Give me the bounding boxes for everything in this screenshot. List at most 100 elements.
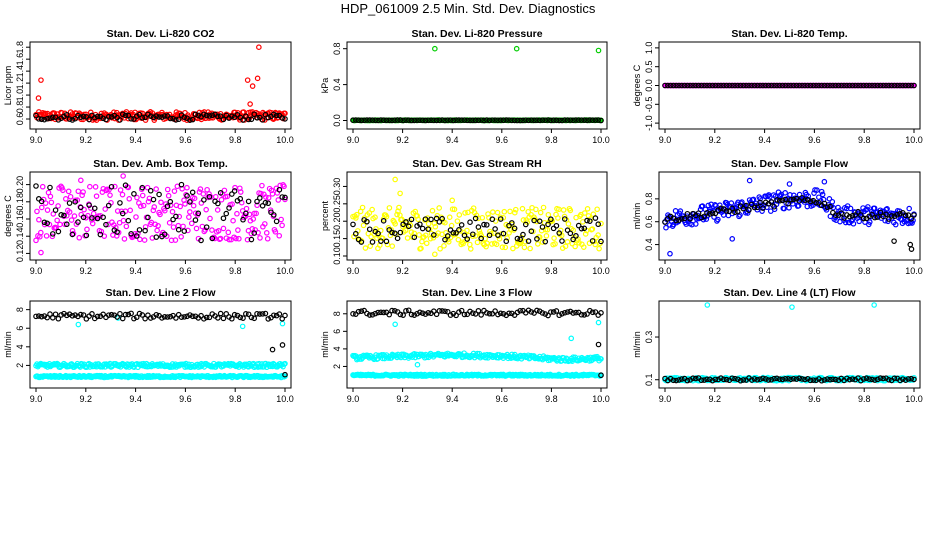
y-axis-label: percent (320, 200, 330, 231)
data-point (771, 82, 777, 89)
data-point (662, 82, 668, 89)
data-point (891, 238, 897, 244)
data-point (832, 376, 839, 383)
y-tick-label: 0.8 (15, 101, 25, 114)
data-point (464, 236, 471, 242)
data-point (584, 205, 591, 212)
data-point (506, 310, 512, 317)
data-point (718, 82, 724, 89)
data-point (273, 112, 280, 119)
data-point (220, 215, 227, 222)
page-title: HDP_061009 2.5 Min. Std. Dev. Diagnostic… (340, 1, 596, 16)
data-point (863, 375, 870, 382)
data-point (497, 310, 504, 317)
data-point (38, 204, 45, 211)
data-point (838, 82, 845, 89)
data-point (372, 117, 379, 124)
data-point (369, 239, 376, 245)
data-point (543, 233, 550, 239)
data-point (514, 117, 521, 124)
data-point (249, 83, 256, 89)
data-point (66, 209, 73, 215)
data-point (100, 214, 106, 221)
data-point (375, 117, 381, 124)
data-point (214, 207, 221, 213)
data-point (704, 302, 711, 308)
data-point (537, 209, 544, 216)
data-point (251, 315, 258, 322)
data-point (497, 216, 504, 222)
y-tick-label: 1.2 (15, 77, 25, 90)
data-point (422, 216, 429, 222)
data-point (97, 212, 104, 219)
data-point (257, 195, 263, 201)
data-point (762, 199, 769, 206)
data-point (282, 371, 288, 378)
data-point (248, 314, 255, 321)
data-point (525, 208, 532, 215)
data-point (72, 312, 78, 318)
data-point (581, 312, 588, 318)
data-point (888, 213, 895, 219)
data-point (732, 375, 738, 382)
data-point (432, 45, 438, 52)
data-point (142, 227, 148, 234)
data-point (562, 243, 569, 250)
data-point (439, 308, 445, 314)
data-point (245, 311, 252, 318)
x-tick-label: 9.2 (709, 135, 722, 145)
x-tick-label: 9.4 (446, 266, 459, 276)
data-point (128, 310, 134, 317)
series-magenta (33, 173, 288, 256)
data-point (408, 216, 415, 223)
data-point (813, 199, 819, 206)
data-point (164, 186, 171, 193)
data-point (874, 376, 881, 383)
data-point (594, 206, 600, 213)
data-point (726, 208, 733, 215)
data-point (69, 227, 76, 234)
y-tick-label: 0.14 (15, 227, 25, 245)
plot-frame (346, 41, 608, 130)
data-point (150, 114, 157, 121)
data-point (512, 209, 518, 216)
data-point (723, 208, 730, 214)
data-point (131, 315, 137, 322)
y-tick-label: 2 (332, 364, 342, 369)
data-point (450, 229, 457, 236)
data-point (905, 376, 912, 382)
data-point (560, 207, 567, 213)
data-point (350, 117, 356, 123)
panel-5: Stan. Dev. Gas Stream RH 9.0 9.2 9.4 9.6 9.8 1… (320, 158, 610, 276)
data-point (69, 312, 76, 319)
y-tick-label: 1.4 (15, 65, 25, 78)
data-point (699, 203, 706, 209)
data-point (472, 117, 479, 124)
data-point (552, 241, 558, 247)
data-point (850, 220, 857, 227)
data-point (142, 224, 149, 230)
data-point (119, 315, 126, 322)
data-point (262, 111, 269, 118)
data-point (38, 313, 45, 320)
data-point (596, 245, 602, 252)
data-point (94, 215, 101, 222)
data-point (514, 235, 521, 242)
data-point (117, 310, 123, 317)
series-black (350, 117, 604, 124)
data-point (454, 218, 461, 224)
data-point (203, 206, 209, 213)
data-point (139, 192, 146, 199)
data-point (79, 192, 85, 199)
plot-frame (346, 171, 608, 261)
data-point (83, 232, 90, 239)
data-point (414, 361, 421, 368)
data-point (34, 208, 40, 215)
data-point (122, 182, 129, 189)
data-point (400, 117, 406, 124)
data-point (63, 221, 70, 228)
data-point (743, 82, 749, 89)
data-point (472, 215, 479, 222)
data-point (90, 210, 97, 217)
data-point (908, 246, 915, 252)
